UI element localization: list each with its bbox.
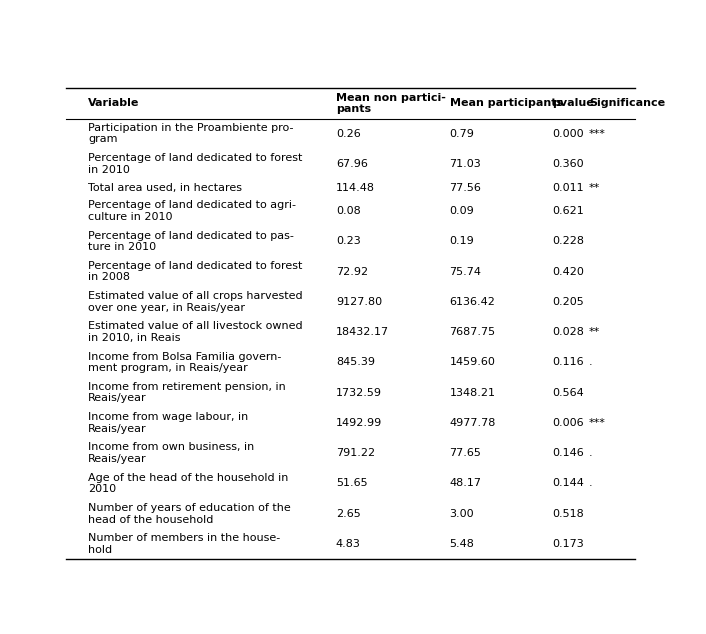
Text: 1459.60: 1459.60 <box>450 358 496 367</box>
Text: 0.621: 0.621 <box>552 206 584 216</box>
Text: 1492.99: 1492.99 <box>336 418 382 428</box>
Text: pvalue: pvalue <box>552 98 594 108</box>
Text: 7687.75: 7687.75 <box>450 327 496 337</box>
Text: 72.92: 72.92 <box>336 266 368 276</box>
Text: 1348.21: 1348.21 <box>450 387 496 398</box>
Text: 791.22: 791.22 <box>336 448 375 458</box>
Text: 71.03: 71.03 <box>450 159 481 169</box>
Text: 0.26: 0.26 <box>336 129 361 139</box>
Text: Percentage of land dedicated to forest
in 2008: Percentage of land dedicated to forest i… <box>88 261 303 282</box>
Text: 0.173: 0.173 <box>552 539 584 549</box>
Text: Mean participants: Mean participants <box>450 98 563 108</box>
Text: 0.146: 0.146 <box>552 448 584 458</box>
Text: 0.420: 0.420 <box>552 266 584 276</box>
Text: Total area used, in hectares: Total area used, in hectares <box>88 183 242 193</box>
Text: 0.09: 0.09 <box>450 206 474 216</box>
Text: 114.48: 114.48 <box>336 183 375 193</box>
Text: 48.17: 48.17 <box>450 479 481 488</box>
Text: Number of members in the house-
hold: Number of members in the house- hold <box>88 533 280 555</box>
Text: Age of the head of the household in
2010: Age of the head of the household in 2010 <box>88 473 289 495</box>
Text: 2.65: 2.65 <box>336 508 361 519</box>
Text: ***: *** <box>589 129 606 139</box>
Text: 0.564: 0.564 <box>552 387 584 398</box>
Text: ***: *** <box>589 418 606 428</box>
Text: 845.39: 845.39 <box>336 358 375 367</box>
Text: Income from retirement pension, in
Reais/year: Income from retirement pension, in Reais… <box>88 382 286 403</box>
Text: 0.144: 0.144 <box>552 479 584 488</box>
Text: Participation in the Proambiente pro-
gram: Participation in the Proambiente pro- gr… <box>88 123 294 145</box>
Text: 0.006: 0.006 <box>552 418 584 428</box>
Text: 67.96: 67.96 <box>336 159 368 169</box>
Text: Income from Bolsa Familia govern-
ment program, in Reais/year: Income from Bolsa Familia govern- ment p… <box>88 352 282 373</box>
Text: 77.56: 77.56 <box>450 183 481 193</box>
Text: 0.360: 0.360 <box>552 159 584 169</box>
Text: 0.79: 0.79 <box>450 129 474 139</box>
Text: Income from own business, in
Reais/year: Income from own business, in Reais/year <box>88 443 254 464</box>
Text: Estimated value of all crops harvested
over one year, in Reais/year: Estimated value of all crops harvested o… <box>88 291 303 313</box>
Text: 6136.42: 6136.42 <box>450 297 496 307</box>
Text: Percentage of land dedicated to agri-
culture in 2010: Percentage of land dedicated to agri- cu… <box>88 200 297 222</box>
Text: Number of years of education of the
head of the household: Number of years of education of the head… <box>88 503 291 524</box>
Text: Estimated value of all livestock owned
in 2010, in Reais: Estimated value of all livestock owned i… <box>88 321 303 343</box>
Text: 0.116: 0.116 <box>552 358 584 367</box>
Text: 1732.59: 1732.59 <box>336 387 382 398</box>
Text: 3.00: 3.00 <box>450 508 474 519</box>
Text: 18432.17: 18432.17 <box>336 327 389 337</box>
Text: **: ** <box>589 183 600 193</box>
Text: .: . <box>589 479 592 488</box>
Text: 0.000: 0.000 <box>552 129 584 139</box>
Text: Percentage of land dedicated to pas-
ture in 2010: Percentage of land dedicated to pas- tur… <box>88 231 294 252</box>
Text: 5.48: 5.48 <box>450 539 474 549</box>
Text: 0.23: 0.23 <box>336 236 361 247</box>
Text: Percentage of land dedicated to forest
in 2010: Percentage of land dedicated to forest i… <box>88 153 303 175</box>
Text: 0.011: 0.011 <box>552 183 584 193</box>
Text: 77.65: 77.65 <box>450 448 481 458</box>
Text: Variable: Variable <box>88 98 140 108</box>
Text: 4977.78: 4977.78 <box>450 418 496 428</box>
Text: 0.08: 0.08 <box>336 206 361 216</box>
Text: .: . <box>589 358 592 367</box>
Text: 51.65: 51.65 <box>336 479 367 488</box>
Text: 9127.80: 9127.80 <box>336 297 382 307</box>
Text: 0.205: 0.205 <box>552 297 584 307</box>
Text: 0.228: 0.228 <box>552 236 584 247</box>
Text: Mean non partici-
pants: Mean non partici- pants <box>336 93 445 114</box>
Text: **: ** <box>589 327 600 337</box>
Text: Significance: Significance <box>589 98 665 108</box>
Text: 4.83: 4.83 <box>336 539 361 549</box>
Text: Income from wage labour, in
Reais/year: Income from wage labour, in Reais/year <box>88 412 249 434</box>
Text: 75.74: 75.74 <box>450 266 481 276</box>
Text: 0.19: 0.19 <box>450 236 474 247</box>
Text: 0.518: 0.518 <box>552 508 584 519</box>
Text: .: . <box>589 448 592 458</box>
Text: 0.028: 0.028 <box>552 327 584 337</box>
